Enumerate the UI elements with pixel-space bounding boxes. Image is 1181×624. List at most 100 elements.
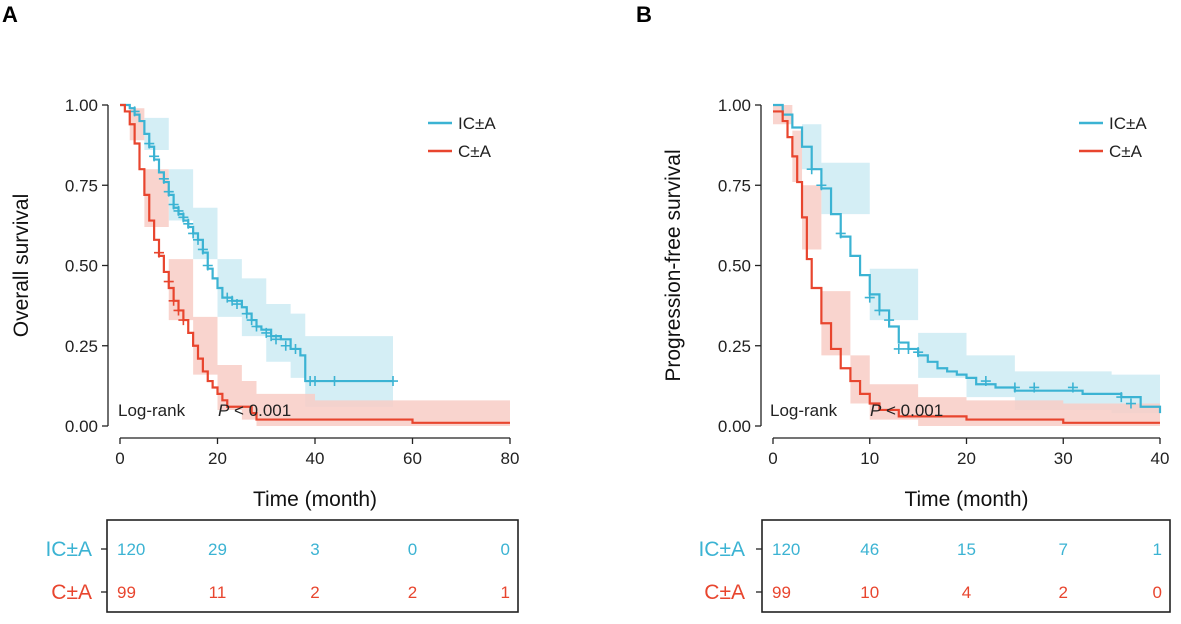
p-value: < 0.001	[234, 401, 291, 420]
censor-mark-ic	[806, 164, 817, 175]
x-tick-label: 80	[501, 449, 520, 468]
risk-value-c: 99	[772, 583, 791, 602]
censor-mark-ic	[173, 205, 184, 216]
legend-label-ic: IC±A	[458, 114, 496, 133]
y-tick-label: 0.75	[718, 176, 751, 195]
risk-row-label-c: C±A	[51, 581, 92, 604]
y-axis-label: Overall survival	[10, 194, 33, 338]
censor-mark-ic	[310, 376, 320, 387]
censor-mark-c	[178, 315, 189, 326]
y-tick-label: 0.25	[718, 337, 751, 356]
logrank-annotation: Log-rank	[770, 401, 838, 420]
censor-mark-ic	[163, 186, 174, 197]
censor-mark-ic	[884, 315, 895, 326]
censor-mark-ic	[1067, 382, 1078, 393]
risk-value-c: 4	[962, 583, 971, 602]
risk-table-box	[761, 519, 1171, 613]
risk-value-ic: 0	[501, 540, 510, 559]
y-tick-label: 1.00	[718, 96, 751, 115]
x-axis-label: Time (month)	[253, 488, 377, 511]
censor-mark-ic	[1029, 382, 1040, 393]
risk-value-c: 0	[1153, 583, 1162, 602]
x-tick-label: 20	[957, 449, 976, 468]
risk-value-ic: 7	[1059, 540, 1068, 559]
risk-value-ic: 3	[310, 540, 319, 559]
censor-mark-ic	[874, 305, 885, 316]
survival-line-c	[773, 110, 1160, 424]
risk-value-c: 10	[860, 583, 879, 602]
censor-mark-ic	[178, 212, 189, 223]
risk-value-c: 99	[117, 583, 136, 602]
censor-mark-ic	[149, 151, 160, 162]
panel-letter-b: B	[636, 2, 652, 27]
y-tick-label: 0.50	[65, 257, 98, 276]
risk-value-ic: 29	[208, 540, 227, 559]
legend-label-ic: IC±A	[1109, 114, 1147, 133]
y-axis-label: Progression-free survival	[662, 149, 685, 381]
y-tick-label: 0.25	[65, 337, 98, 356]
censor-mark-ic	[183, 218, 194, 229]
y-tick-label: 0.75	[65, 176, 98, 195]
censor-mark-ic	[188, 228, 199, 239]
p-label: P	[218, 401, 230, 420]
risk-value-ic: 15	[957, 540, 976, 559]
risk-value-c: 2	[408, 583, 417, 602]
censor-mark-ic	[144, 138, 155, 149]
censor-mark-ic	[251, 321, 262, 332]
risk-value-c: 11	[209, 583, 227, 602]
censor-mark-ic	[158, 173, 169, 184]
p-label: P	[870, 401, 882, 420]
x-tick-label: 10	[860, 449, 879, 468]
y-tick-label: 0.00	[718, 417, 751, 436]
x-tick-label: 30	[1054, 449, 1073, 468]
risk-value-ic: 46	[860, 540, 879, 559]
risk-value-c: 2	[1059, 583, 1068, 602]
censor-mark-ic	[271, 334, 281, 345]
ci-band-ic	[120, 105, 393, 407]
risk-value-ic: 1	[1153, 540, 1162, 559]
y-tick-label: 0.00	[65, 417, 98, 436]
censor-mark-ic	[903, 343, 914, 354]
progression-free-survival-panel: 0.00 0.25 0.50 0.75 1.00 0 10 20 30 40 Time (month…	[662, 96, 1171, 613]
risk-value-c: 2	[310, 583, 319, 602]
risk-table-box	[106, 519, 519, 613]
censor-mark-ic	[129, 106, 140, 117]
x-tick-label: 40	[1151, 449, 1170, 468]
censor-mark-ic	[193, 234, 203, 245]
logrank-annotation: Log-rank	[118, 401, 186, 420]
censor-mark-ic	[1009, 382, 1020, 393]
censor-mark-ic	[864, 292, 875, 303]
ci-band-c	[120, 105, 510, 426]
y-tick-label: 1.00	[65, 96, 98, 115]
censor-mark-ic	[835, 228, 846, 239]
censor-mark-c	[173, 305, 184, 316]
y-tick-label: 0.50	[718, 257, 751, 276]
p-value: < 0.001	[886, 401, 943, 420]
risk-row-label-c: C±A	[704, 581, 745, 604]
censor-mark-ic	[246, 315, 257, 326]
censor-mark-ic	[893, 343, 904, 354]
risk-value-c: 1	[501, 583, 510, 602]
censor-mark-ic	[329, 376, 340, 387]
censor-mark-ic	[280, 340, 291, 351]
censor-mark-ic	[241, 308, 252, 319]
risk-value-ic: 120	[117, 540, 145, 559]
panel-letter-a: A	[2, 2, 18, 27]
censor-mark-ic	[980, 376, 991, 387]
legend-label-c: C±A	[458, 142, 492, 161]
censor-mark-c	[154, 247, 164, 258]
x-tick-label: 0	[115, 449, 124, 468]
risk-row-label-ic: IC±A	[45, 538, 92, 561]
x-axis-label: Time (month)	[904, 488, 1028, 511]
legend-label-c: C±A	[1109, 142, 1143, 161]
ci-band-ic	[773, 105, 1160, 426]
censor-mark-ic	[197, 244, 208, 255]
x-tick-label: 40	[306, 449, 325, 468]
censor-mark-ic	[388, 376, 398, 387]
risk-value-ic: 120	[772, 540, 800, 559]
risk-row-label-ic: IC±A	[698, 538, 745, 561]
censor-mark-c	[163, 276, 174, 287]
censor-mark-ic	[1125, 398, 1136, 409]
